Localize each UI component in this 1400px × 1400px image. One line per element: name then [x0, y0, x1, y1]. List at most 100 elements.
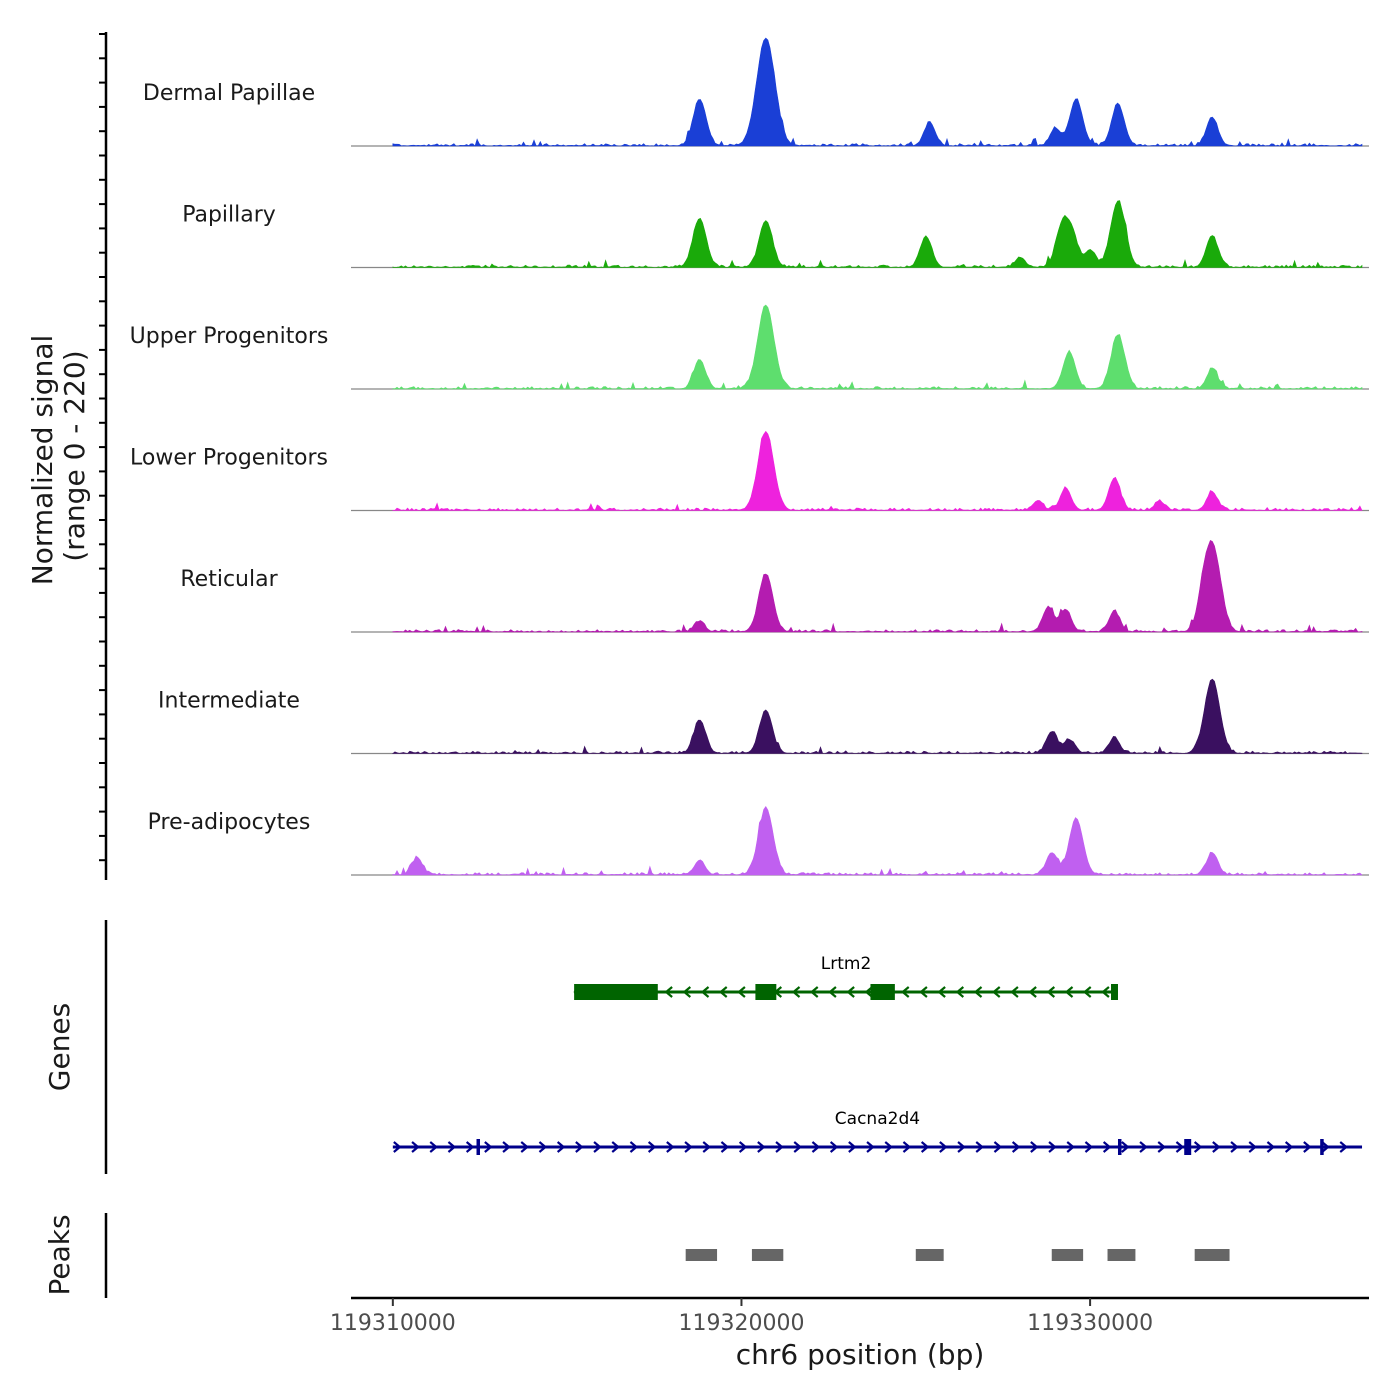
- strand-chevron: [738, 1141, 748, 1153]
- signal-track: Upper Progenitors: [130, 304, 1369, 390]
- y-axis-range-label: (range 0 - 220): [58, 350, 91, 561]
- strand-chevron: [1064, 986, 1074, 998]
- strand-chevron: [992, 986, 1001, 998]
- strand-chevron: [884, 1141, 893, 1153]
- strand-chevron: [1157, 1141, 1166, 1153]
- strand-chevron: [1230, 1141, 1239, 1153]
- x-axis-ticks: 119310000 119320000 119330000: [330, 1298, 1153, 1336]
- strand-chevron: [520, 1141, 529, 1153]
- strand-chevron: [1084, 1141, 1094, 1153]
- signal-track: Pre-adipocytes: [148, 805, 1369, 876]
- strand-chevron: [1011, 1141, 1021, 1153]
- strand-chevron: [1266, 1141, 1276, 1153]
- axes: 119310000 119320000 119330000 Normalized s…: [26, 32, 1369, 1371]
- signal-area: [392, 805, 1363, 876]
- strand-chevron: [1048, 1141, 1057, 1153]
- strand-chevron: [1339, 1141, 1348, 1153]
- y-axis-ticks: [99, 33, 106, 862]
- signal-track: Lower Progenitors: [130, 430, 1369, 512]
- strand-chevron: [791, 986, 801, 998]
- gene: Lrtm2: [573, 954, 1118, 1000]
- strand-chevron: [393, 1141, 402, 1153]
- strand-chevron: [993, 1141, 1003, 1153]
- signal-area: [391, 678, 1363, 754]
- strand-chevron: [465, 1141, 475, 1153]
- strand-chevron: [484, 1141, 493, 1153]
- genes-panel-label: Genes: [43, 1003, 76, 1091]
- strand-chevron: [828, 986, 837, 998]
- strand-chevron: [720, 1141, 730, 1153]
- strand-chevron: [937, 986, 946, 998]
- strand-chevron: [664, 986, 673, 998]
- strand-chevron: [864, 986, 874, 998]
- peak-region: [1051, 1249, 1084, 1261]
- strand-chevron: [973, 986, 983, 998]
- strand-chevron: [1083, 986, 1092, 998]
- track-label: Lower Progenitors: [130, 446, 328, 471]
- x-tick-label: 119310000: [330, 1311, 456, 1336]
- strand-chevron: [1175, 1141, 1185, 1153]
- exon: [1117, 1139, 1122, 1155]
- strand-chevron: [647, 1141, 657, 1153]
- y-axis-title: Normalized signal: [26, 335, 59, 586]
- exon: [1184, 1139, 1192, 1155]
- peak-region: [1194, 1249, 1230, 1261]
- strand-chevron: [556, 1141, 566, 1153]
- strand-chevron: [429, 1141, 438, 1153]
- strand-chevron: [1046, 986, 1056, 998]
- strand-chevron: [810, 986, 819, 998]
- strand-chevron: [1010, 986, 1019, 998]
- strand-chevron: [1030, 1141, 1039, 1153]
- strand-chevron: [737, 986, 746, 998]
- signal-area: [392, 200, 1363, 268]
- x-axis-title: chr6 position (bp): [736, 1338, 985, 1371]
- strand-chevron: [939, 1141, 948, 1153]
- x-tick-label: 119330000: [1027, 1311, 1153, 1336]
- strand-chevron: [1212, 1141, 1221, 1153]
- strand-chevron: [955, 986, 965, 998]
- strand-chevron: [866, 1141, 875, 1153]
- track-label: Intermediate: [158, 689, 300, 714]
- track-label: Upper Progenitors: [130, 324, 329, 349]
- strand-chevron: [902, 1141, 912, 1153]
- gene-label: Cacna2d4: [835, 1109, 920, 1129]
- strand-chevron: [611, 1141, 620, 1153]
- strand-chevron: [684, 1141, 693, 1153]
- strand-chevron: [957, 1141, 966, 1153]
- strand-chevron: [829, 1141, 839, 1153]
- strand-chevron: [1101, 986, 1110, 998]
- signal-area: [392, 304, 1363, 390]
- strand-chevron: [702, 1141, 711, 1153]
- strand-chevron: [700, 986, 710, 998]
- strand-chevron: [1193, 1141, 1203, 1153]
- track-label: Reticular: [180, 567, 278, 592]
- strand-chevron: [811, 1141, 821, 1153]
- strand-chevron: [793, 1141, 802, 1153]
- peak-track: [685, 1249, 1230, 1261]
- strand-chevron: [919, 986, 928, 998]
- signal-track: Intermediate: [158, 678, 1369, 755]
- x-tick-label: 119320000: [678, 1311, 804, 1336]
- strand-chevron: [629, 1141, 639, 1153]
- strand-chevron: [846, 986, 855, 998]
- exon: [870, 984, 895, 1000]
- peak-region: [915, 1249, 944, 1261]
- strand-chevron: [502, 1141, 511, 1153]
- track-label: Papillary: [182, 203, 276, 228]
- signal-track: Reticular: [180, 539, 1369, 633]
- strand-chevron: [1139, 1141, 1148, 1153]
- signal-area: [392, 430, 1363, 511]
- track-label: Dermal Papillae: [143, 81, 315, 106]
- strand-chevron: [682, 986, 692, 998]
- exon: [574, 984, 658, 1000]
- exon: [1320, 1139, 1324, 1155]
- signal-track: Papillary: [182, 200, 1369, 269]
- strand-chevron: [593, 1141, 602, 1153]
- peaks-panel-label: Peaks: [43, 1214, 76, 1295]
- peak-region: [1107, 1249, 1136, 1261]
- exon: [1111, 984, 1118, 1000]
- strand-chevron: [1102, 1141, 1112, 1153]
- signal-area: [392, 539, 1363, 633]
- strand-chevron: [1028, 986, 1037, 998]
